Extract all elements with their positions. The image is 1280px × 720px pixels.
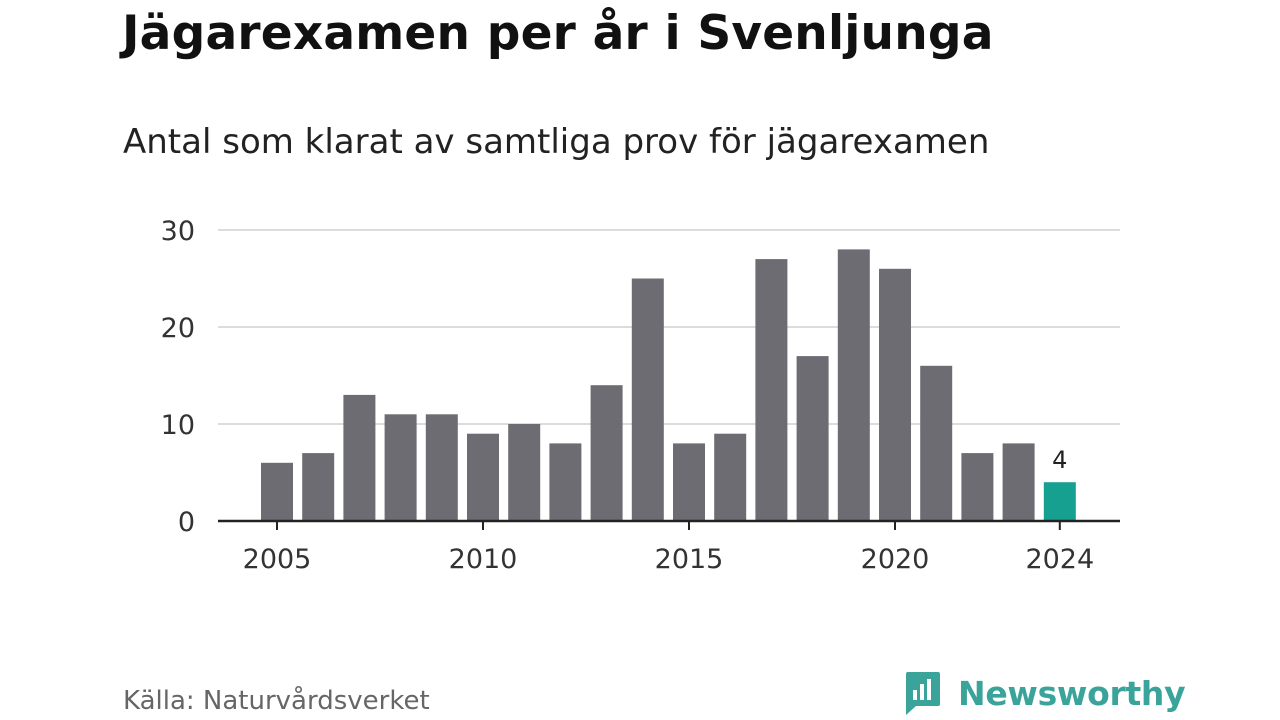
y-tick-label: 0 xyxy=(178,507,195,538)
bar xyxy=(920,365,953,521)
y-tick-label: 20 xyxy=(161,313,195,344)
bar xyxy=(879,268,911,521)
brand-name: Newsworthy xyxy=(958,673,1186,713)
chart-title: Jägarexamen per år i Svenljunga xyxy=(122,6,994,61)
x-tick-label: 2015 xyxy=(655,544,724,575)
bar xyxy=(343,394,376,521)
bar xyxy=(261,462,293,521)
bar xyxy=(508,424,541,521)
bar xyxy=(714,433,747,521)
data-label: 4 xyxy=(1052,446,1067,474)
x-tick-label: 2005 xyxy=(243,544,312,575)
bar xyxy=(673,443,705,521)
bar xyxy=(384,414,417,521)
y-tick-label: 10 xyxy=(161,410,195,441)
chart-subtitle: Antal som klarat av samtliga prov för jä… xyxy=(123,122,990,162)
bar xyxy=(961,453,994,521)
bar xyxy=(467,433,499,521)
bar xyxy=(590,385,623,521)
bar xyxy=(837,249,870,521)
x-tick-label: 2020 xyxy=(861,544,930,575)
brand-logo[interactable]: Newsworthy xyxy=(902,670,1186,716)
bar xyxy=(549,443,582,521)
y-tick-label: 30 xyxy=(161,216,195,247)
bar xyxy=(1002,443,1035,521)
bar xyxy=(302,453,335,521)
source-note: Källa: Naturvårdsverket xyxy=(123,686,430,716)
x-tick-label: 2024 xyxy=(1025,544,1094,575)
x-tick-label: 2010 xyxy=(449,544,518,575)
bar xyxy=(796,356,829,521)
bar xyxy=(425,414,458,521)
bar xyxy=(1043,482,1076,521)
bar-chart-speech-bubble-icon xyxy=(906,672,940,715)
bar xyxy=(631,278,664,521)
bar xyxy=(755,259,788,521)
